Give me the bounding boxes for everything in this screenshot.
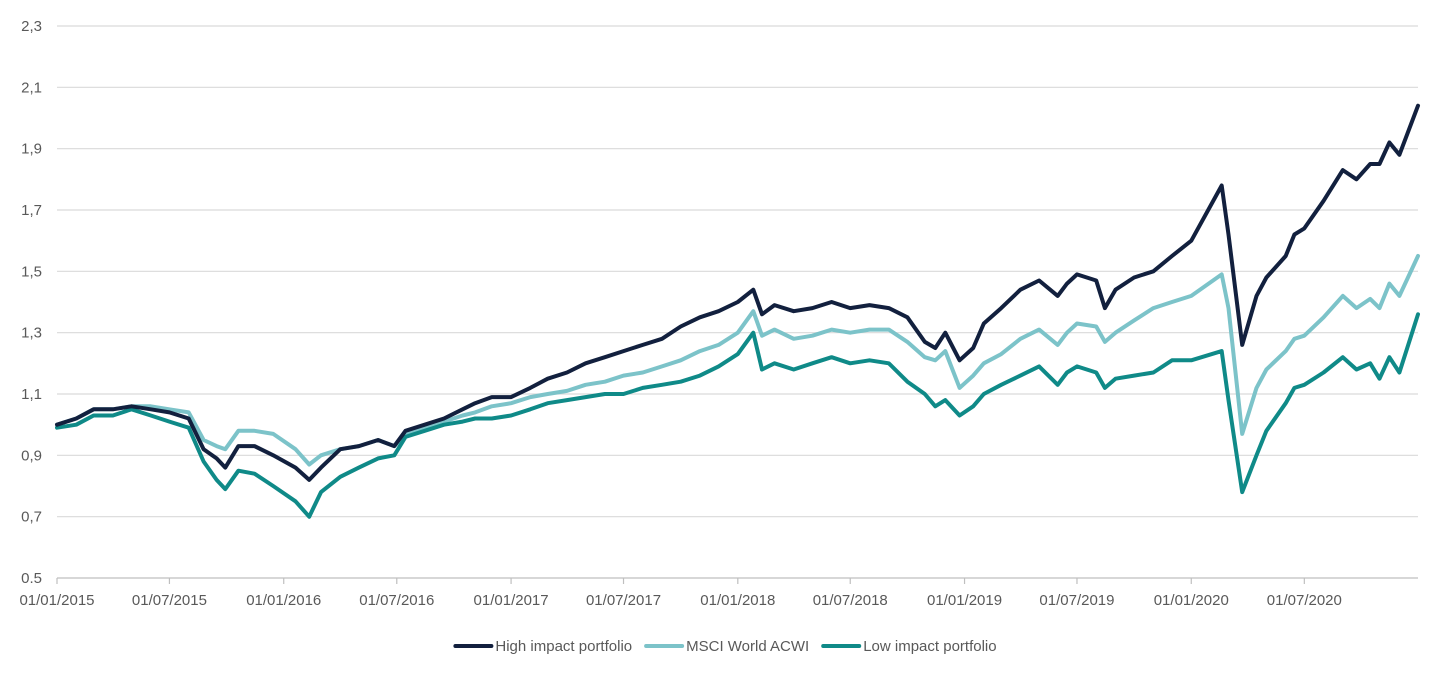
x-tick-label: 01/07/2016 (359, 592, 434, 609)
legend-label: High impact portfolio (495, 638, 632, 655)
series-line-low-impact-portfolio (55, 312, 1420, 519)
series-lines (55, 103, 1420, 519)
y-axis-tick-labels: 0.5 0,7 0,9 1,1 1,3 1,5 1,7 1,9 2,1 2,3 (21, 18, 42, 587)
gridlines (57, 25, 1418, 518)
x-tick-label: 01/07/2017 (586, 592, 661, 609)
x-tick-label: 01/07/2018 (813, 592, 888, 609)
x-tick-label: 01/07/2020 (1267, 592, 1342, 609)
x-tick-label: 01/01/2017 (474, 592, 549, 609)
y-tick-label: 1,1 (21, 386, 42, 403)
x-tick-label: 01/01/2018 (700, 592, 775, 609)
y-tick-label: 0,9 (21, 447, 42, 464)
series-line-high-impact-portfolio (55, 103, 1420, 482)
x-tick-label: 01/07/2019 (1039, 592, 1114, 609)
x-tick-label: 01/07/2015 (132, 592, 207, 609)
x-tick-label: 01/01/2019 (927, 592, 1002, 609)
x-tick-label: 01/01/2015 (19, 592, 94, 609)
y-tick-label: 0.5 (21, 570, 42, 587)
y-tick-label: 1,3 (21, 325, 42, 342)
series-line-msci-world-acwi (55, 254, 1420, 467)
x-tick-label: 01/01/2016 (246, 592, 321, 609)
y-tick-label: 2,1 (21, 79, 42, 96)
y-tick-label: 2,3 (21, 18, 42, 35)
legend: High impact portfolio MSCI World ACWI Low … (453, 638, 997, 655)
y-tick-label: 0,7 (21, 509, 42, 526)
x-axis-ticks: 01/01/2015 01/07/2015 01/01/2016 01/07/2016… (19, 578, 1342, 609)
legend-label: MSCI World ACWI (686, 638, 809, 655)
y-tick-label: 1,9 (21, 141, 42, 158)
y-tick-label: 1,5 (21, 263, 42, 280)
legend-label: Low impact portfolio (863, 638, 996, 655)
y-tick-label: 1,7 (21, 202, 42, 219)
x-tick-label: 01/01/2020 (1154, 592, 1229, 609)
